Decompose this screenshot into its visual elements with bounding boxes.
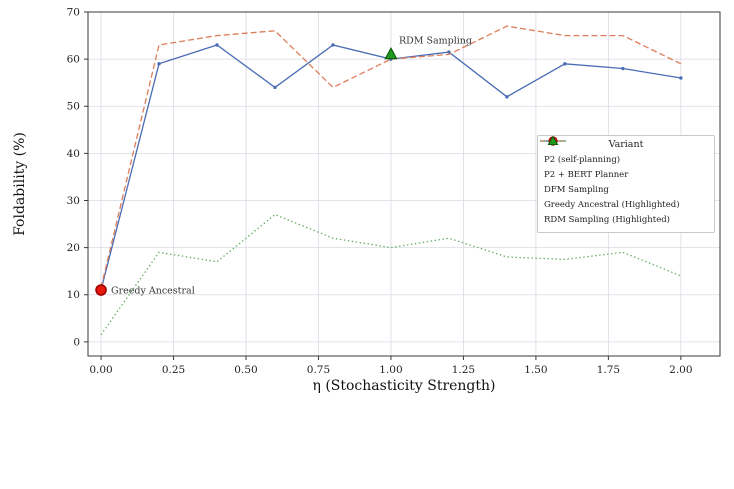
series-line <box>100 25 682 288</box>
y-tick-label: 30 <box>67 195 80 207</box>
legend-item: P2 (self-planning) <box>540 139 708 167</box>
y-tick-label: 60 <box>67 54 80 66</box>
legend-item-label: Greedy Ancestral (Highlighted) <box>544 199 680 210</box>
series-marker <box>679 76 683 80</box>
x-tick-label: 1.25 <box>452 364 475 376</box>
legend-item: DFM Sampling <box>540 140 708 197</box>
x-tick-label: 1.00 <box>379 364 402 376</box>
annotation-label: RDM Sampling <box>399 35 472 46</box>
legend-item: Greedy Ancestral (Highlighted) <box>544 136 708 212</box>
legend-item: P2 + BERT Planner <box>540 140 708 182</box>
y-tick-label: 0 <box>73 336 80 348</box>
legend-sample-triangle-marker-icon <box>547 136 559 145</box>
legend-item-label: P2 + BERT Planner <box>544 169 629 180</box>
annotation-label: Greedy Ancestral <box>111 286 195 297</box>
plot-border <box>87 11 721 357</box>
legend-item-label: RDM Sampling (Highlighted) <box>544 214 670 225</box>
series-marker <box>621 66 625 71</box>
series-marker <box>273 85 277 90</box>
legend-item-label: DFM Sampling <box>544 184 609 195</box>
y-tick-label: 20 <box>67 242 80 254</box>
highlight-circle-marker <box>95 284 107 296</box>
series-marker <box>505 95 509 99</box>
x-axis-label: η (Stochasticity Strength) <box>312 378 496 394</box>
series-marker <box>215 43 219 47</box>
x-tick-label: 0.25 <box>162 364 185 376</box>
highlight-triangle-marker <box>384 46 398 60</box>
legend-items: P2 (self-planning) P2 + BERT Planner DFM S… <box>540 136 708 227</box>
x-tick-label: 2.00 <box>669 364 692 376</box>
legend: Variant P2 (self-planning) P2 + BERT Plan… <box>537 135 715 233</box>
legend-item-label: P2 (self-planning) <box>544 154 621 165</box>
x-tick-label: 0.75 <box>307 364 330 376</box>
series-marker <box>447 50 451 54</box>
y-tick-label: 50 <box>67 101 80 113</box>
series-marker <box>157 62 161 66</box>
y-axis-label: Foldability (%) <box>12 132 28 236</box>
x-tick-label: 1.75 <box>597 364 620 376</box>
series-marker <box>331 43 335 47</box>
y-tick-label: 70 <box>67 7 80 19</box>
x-tick-label: 0.50 <box>234 364 257 376</box>
x-tick-label: 1.50 <box>524 364 547 376</box>
legend-item: RDM Sampling (Highlighted) <box>544 136 708 227</box>
series-line <box>100 213 682 336</box>
y-tick-label: 40 <box>67 148 80 160</box>
legend-title: Variant <box>608 139 644 150</box>
x-tick-label: 0.00 <box>89 364 112 376</box>
y-tick-label: 10 <box>67 289 80 301</box>
series-marker <box>563 62 567 66</box>
